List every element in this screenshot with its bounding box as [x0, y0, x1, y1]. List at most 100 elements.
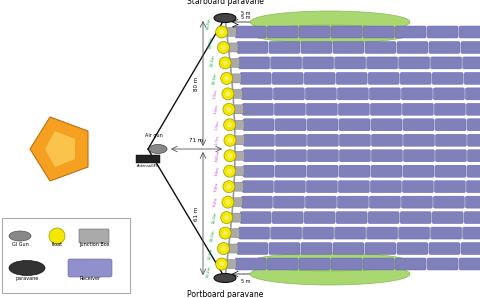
FancyBboxPatch shape — [429, 243, 460, 254]
FancyBboxPatch shape — [459, 26, 480, 38]
FancyBboxPatch shape — [337, 88, 369, 100]
FancyBboxPatch shape — [79, 229, 109, 243]
Circle shape — [227, 122, 232, 127]
FancyBboxPatch shape — [239, 227, 270, 239]
FancyBboxPatch shape — [404, 150, 434, 162]
FancyBboxPatch shape — [397, 41, 428, 53]
FancyBboxPatch shape — [231, 229, 240, 238]
Circle shape — [227, 184, 231, 189]
FancyBboxPatch shape — [236, 136, 244, 145]
Circle shape — [227, 107, 231, 112]
FancyBboxPatch shape — [370, 196, 400, 208]
FancyBboxPatch shape — [371, 103, 401, 115]
Circle shape — [217, 41, 229, 53]
FancyBboxPatch shape — [339, 134, 371, 146]
FancyBboxPatch shape — [335, 227, 366, 239]
Text: GI Gun: GI Gun — [12, 242, 28, 247]
Ellipse shape — [149, 145, 167, 153]
Text: 13.6m: 13.6m — [208, 247, 214, 260]
FancyBboxPatch shape — [272, 212, 303, 224]
Text: 5.5m: 5.5m — [215, 119, 221, 130]
FancyBboxPatch shape — [233, 198, 242, 207]
FancyBboxPatch shape — [403, 165, 434, 177]
FancyBboxPatch shape — [463, 57, 480, 69]
FancyBboxPatch shape — [461, 41, 480, 53]
Ellipse shape — [9, 260, 45, 275]
Text: 14.0m: 14.0m — [212, 211, 217, 224]
Text: AntennaGPS: AntennaGPS — [137, 164, 159, 168]
FancyBboxPatch shape — [240, 72, 271, 84]
Text: Starboard paravane: Starboard paravane — [187, 0, 264, 6]
Text: 9.2m: 9.2m — [213, 197, 219, 207]
Circle shape — [226, 200, 230, 205]
Circle shape — [224, 165, 236, 177]
FancyBboxPatch shape — [468, 150, 480, 162]
Circle shape — [222, 196, 234, 208]
Text: 14.8m: 14.8m — [208, 35, 214, 49]
Text: 14.4m: 14.4m — [210, 54, 216, 67]
Circle shape — [226, 91, 230, 96]
FancyBboxPatch shape — [467, 119, 480, 131]
Circle shape — [223, 231, 228, 235]
FancyBboxPatch shape — [234, 182, 243, 191]
Ellipse shape — [250, 263, 410, 285]
FancyBboxPatch shape — [274, 88, 304, 100]
Circle shape — [216, 258, 228, 270]
FancyBboxPatch shape — [399, 227, 430, 239]
FancyBboxPatch shape — [403, 119, 434, 131]
FancyBboxPatch shape — [243, 150, 275, 162]
FancyBboxPatch shape — [431, 57, 462, 69]
FancyBboxPatch shape — [235, 258, 266, 270]
FancyBboxPatch shape — [464, 212, 480, 224]
FancyBboxPatch shape — [365, 243, 396, 254]
FancyBboxPatch shape — [274, 196, 304, 208]
FancyBboxPatch shape — [305, 88, 336, 100]
FancyBboxPatch shape — [271, 57, 301, 69]
Ellipse shape — [250, 253, 410, 271]
FancyBboxPatch shape — [308, 150, 338, 162]
FancyBboxPatch shape — [432, 212, 463, 224]
FancyBboxPatch shape — [402, 181, 433, 193]
FancyBboxPatch shape — [467, 165, 480, 177]
FancyBboxPatch shape — [402, 103, 433, 115]
FancyBboxPatch shape — [306, 103, 337, 115]
FancyBboxPatch shape — [431, 227, 462, 239]
FancyBboxPatch shape — [242, 181, 274, 193]
FancyBboxPatch shape — [336, 212, 367, 224]
Text: paravane: paravane — [15, 276, 38, 281]
FancyBboxPatch shape — [435, 150, 467, 162]
Circle shape — [228, 153, 232, 158]
Ellipse shape — [250, 11, 410, 33]
Circle shape — [219, 57, 231, 69]
FancyBboxPatch shape — [404, 134, 434, 146]
FancyBboxPatch shape — [395, 258, 426, 270]
FancyBboxPatch shape — [275, 119, 306, 131]
Text: 9.65m: 9.65m — [215, 149, 221, 162]
FancyBboxPatch shape — [232, 74, 241, 83]
Polygon shape — [45, 131, 75, 167]
FancyBboxPatch shape — [433, 88, 465, 100]
FancyBboxPatch shape — [303, 227, 334, 239]
FancyBboxPatch shape — [367, 57, 397, 69]
FancyBboxPatch shape — [275, 181, 305, 193]
FancyBboxPatch shape — [464, 72, 480, 84]
FancyBboxPatch shape — [299, 26, 330, 38]
FancyBboxPatch shape — [229, 244, 238, 253]
FancyBboxPatch shape — [242, 103, 274, 115]
FancyBboxPatch shape — [372, 134, 402, 146]
FancyBboxPatch shape — [368, 72, 399, 84]
FancyBboxPatch shape — [466, 196, 480, 208]
FancyBboxPatch shape — [233, 89, 242, 98]
FancyBboxPatch shape — [331, 258, 362, 270]
FancyBboxPatch shape — [337, 196, 369, 208]
FancyBboxPatch shape — [306, 181, 337, 193]
FancyBboxPatch shape — [267, 258, 298, 270]
Text: 5 m: 5 m — [241, 279, 251, 284]
FancyBboxPatch shape — [434, 181, 466, 193]
Text: 5 m: 5 m — [241, 15, 251, 20]
FancyBboxPatch shape — [307, 165, 338, 177]
FancyBboxPatch shape — [307, 119, 338, 131]
Text: 14.0m: 14.0m — [210, 229, 216, 242]
Circle shape — [219, 227, 231, 239]
FancyBboxPatch shape — [401, 196, 432, 208]
